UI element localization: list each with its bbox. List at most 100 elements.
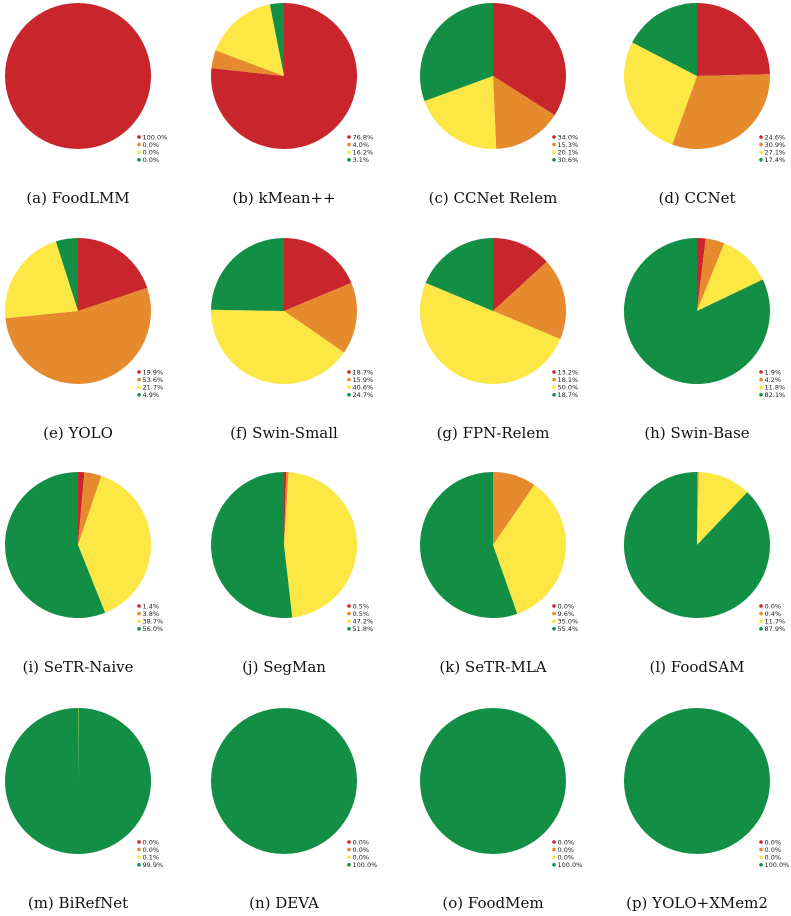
legend-marker-green xyxy=(137,158,141,162)
legend-marker-green xyxy=(347,863,351,867)
legend-marker-green xyxy=(552,863,556,867)
legend-label: 51.8% xyxy=(353,625,374,633)
pie-slice-orange xyxy=(493,76,555,149)
chart-caption: (n) DEVA xyxy=(249,894,319,912)
pie-chart: 0.0%9.6%35.0%55.4% (k) SeTR-MLA xyxy=(419,472,579,676)
legend-marker-red xyxy=(137,604,141,608)
legend-label: 0.0% xyxy=(765,602,782,610)
pie-slice-green xyxy=(419,472,518,619)
pie-chart: 24.6%30.9%27.1%17.4% (d) CCNet xyxy=(623,3,786,207)
pie-slice-orange xyxy=(5,287,151,384)
chart-caption: (c) CCNet Relem xyxy=(429,189,558,207)
legend-label: 1.9% xyxy=(765,368,782,376)
legend-label: 19.9% xyxy=(143,368,164,376)
chart-caption: (k) SeTR-MLA xyxy=(439,658,546,676)
legend-label: 0.0% xyxy=(765,838,782,846)
chart-caption: (h) Swin-Base xyxy=(644,424,749,442)
legend-label: 21.7% xyxy=(143,384,164,392)
legend-label: 3.8% xyxy=(143,610,160,618)
legend-marker-green xyxy=(759,627,763,631)
legend-label: 0.0% xyxy=(353,846,370,854)
pie-slice-yellow xyxy=(215,4,284,76)
pie-slice-red xyxy=(493,238,547,311)
legend-label: 27.1% xyxy=(765,149,786,157)
pie-slice-red xyxy=(78,472,85,545)
chart-caption: (p) YOLO+XMem2 xyxy=(626,894,768,912)
legend-marker-red xyxy=(552,135,556,139)
pie-slice-green xyxy=(269,3,284,76)
pie-slice-yellow xyxy=(211,309,345,384)
pie-slice-green xyxy=(55,238,78,311)
pie-chart: 0.0%0.0%0.0%100.0%(n) DEVA xyxy=(211,708,377,912)
legend-label: 87.9% xyxy=(765,625,786,633)
pie-slice-green xyxy=(425,238,493,311)
legend-marker-red xyxy=(759,604,763,608)
legend-label: 76.8% xyxy=(353,133,374,141)
legend-label: 35.0% xyxy=(558,618,579,626)
pie-chart: 1.9%4.2%11.8%82.1% (h) Swin-Base xyxy=(624,238,785,442)
legend-marker-orange xyxy=(552,377,556,382)
legend-marker-green xyxy=(759,863,763,867)
pie-slice-orange xyxy=(211,50,284,76)
pie-chart: 18.7%15.9%40.6%24.7% (f) Swin-Small xyxy=(211,238,373,442)
legend-marker-red xyxy=(137,840,141,844)
legend-label: 100.0% xyxy=(558,861,583,869)
legend-marker-orange xyxy=(347,611,351,616)
legend-label: 24.7% xyxy=(353,391,374,399)
legend-marker-red xyxy=(347,604,351,608)
pie-slice-red xyxy=(5,3,151,149)
legend-label: 38.7% xyxy=(143,618,164,626)
legend-label: 11.8% xyxy=(765,384,786,392)
pie-slice-green xyxy=(632,3,697,76)
pie-chart: 0.0%0.0%0.0%100.0%(p) YOLO+XMem2 xyxy=(624,708,789,912)
pie-slice-green xyxy=(624,238,770,384)
pie-slice-green xyxy=(211,238,284,311)
legend-marker-green xyxy=(552,393,556,397)
pie-slice-yellow xyxy=(78,475,152,613)
pie-slice-yellow xyxy=(424,76,497,149)
legend-label: 0.0% xyxy=(558,838,575,846)
legend-label: 13.2% xyxy=(558,368,579,376)
legend-marker-orange xyxy=(759,847,763,852)
legend-marker-red xyxy=(347,840,351,844)
pie-chart: 0.5%0.5%47.2%51.8%(j) SegMan xyxy=(210,472,374,676)
legend-marker-red xyxy=(759,135,763,139)
chart-caption: (m) BiRefNet xyxy=(28,894,128,912)
legend-label: 0.0% xyxy=(143,141,160,149)
chart-caption: (e) YOLO xyxy=(43,424,113,442)
pie-chart: 0.0%0.0%0.1%99.9%(m) BiRefNet xyxy=(4,708,163,912)
legend-marker-red xyxy=(347,135,351,139)
legend-label: 100.0% xyxy=(765,861,790,869)
pie-chart: 1.4%3.8%38.7%56.0% (i) SeTR-Naive xyxy=(5,472,163,676)
legend-marker-yellow xyxy=(552,385,556,390)
legend-label: 56.0% xyxy=(143,625,164,633)
legend-label: 30.6% xyxy=(558,156,579,164)
legend-label: 82.1% xyxy=(765,391,786,399)
legend-label: 0.1% xyxy=(143,854,160,862)
chart-caption: (f) Swin-Small xyxy=(230,424,338,442)
legend-marker-green xyxy=(552,627,556,631)
pie-slice-red xyxy=(284,472,287,545)
pie-chart: 76.8%4.0%16.2%3.1% (b) kMean++ xyxy=(210,3,374,207)
legend-label: 50.0% xyxy=(558,384,579,392)
legend-marker-orange xyxy=(137,142,141,147)
pie-slice-orange xyxy=(493,472,535,545)
legend-marker-yellow xyxy=(347,855,351,859)
legend-marker-yellow xyxy=(137,855,141,859)
legend-marker-red xyxy=(347,370,351,374)
legend-marker-orange xyxy=(347,142,351,147)
legend-label: 4.2% xyxy=(765,376,782,384)
legend-marker-orange xyxy=(759,611,763,616)
pie-slice-green xyxy=(420,3,493,102)
legend-label: 11.7% xyxy=(765,618,786,626)
pie-slice-green xyxy=(420,708,566,854)
legend-marker-green xyxy=(137,863,141,867)
pie-chart: 0.0%0.0%0.0%100.0%(o) FoodMem xyxy=(420,708,582,912)
pie-slice-green xyxy=(4,708,151,854)
legend-label: 20.1% xyxy=(558,149,579,157)
pie-slice-green xyxy=(5,472,106,619)
legend-marker-red xyxy=(137,370,141,374)
legend-label: 3.1% xyxy=(353,156,370,164)
legend-label: 0.0% xyxy=(765,846,782,854)
